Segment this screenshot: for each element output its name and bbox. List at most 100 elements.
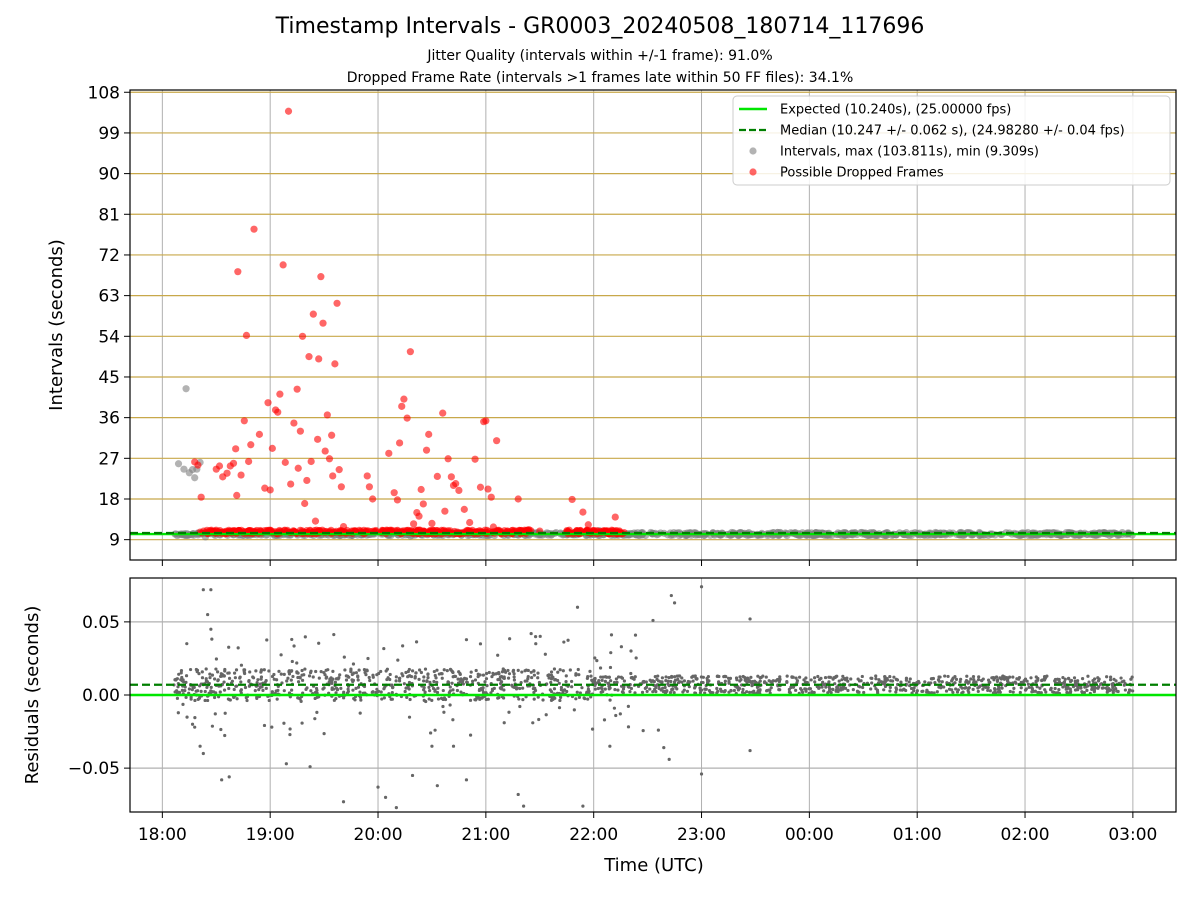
residual-point [976, 686, 980, 690]
residual-point [442, 668, 446, 672]
dropped-point [232, 445, 240, 453]
residual-point [459, 690, 463, 694]
residual-point [1114, 686, 1118, 691]
residual-point [450, 681, 454, 685]
residual-point [1085, 688, 1089, 692]
residual-point [469, 670, 473, 674]
residual-point [532, 673, 536, 677]
dropped-point [333, 299, 341, 307]
residual-point [1038, 686, 1042, 690]
residual-point [1012, 686, 1016, 690]
residual-point [408, 697, 412, 702]
residual-point [967, 686, 971, 690]
residual-point [448, 667, 453, 671]
residual-point [651, 618, 655, 623]
residual-point [633, 675, 637, 679]
dropped-point [476, 483, 485, 491]
residual-point [1130, 675, 1134, 679]
residual-point [285, 679, 289, 683]
residual-point [596, 686, 600, 691]
residual-point [672, 691, 676, 695]
residual-point [389, 697, 393, 701]
residual-point [609, 633, 614, 637]
residual-point [243, 685, 248, 690]
residual-point [1105, 690, 1109, 694]
dropped-point [393, 496, 402, 504]
residual-point [433, 689, 437, 693]
intervals-ytick-label-7: 72 [98, 246, 120, 266]
residual-point [261, 688, 265, 692]
residual-point [368, 678, 372, 683]
dropped-point [274, 408, 282, 416]
dropped-point [433, 472, 441, 480]
residual-point [744, 679, 748, 683]
residual-point [526, 668, 530, 673]
residual-point [669, 679, 673, 684]
residual-point [645, 685, 649, 689]
residual-point [262, 723, 267, 728]
residual-point [331, 687, 336, 691]
residual-point [857, 690, 861, 694]
residual-point [354, 671, 358, 675]
residual-point [691, 679, 695, 683]
residual-point [1034, 675, 1038, 679]
dropped-point [247, 441, 255, 449]
residual-point [660, 680, 664, 684]
residual-point [1030, 690, 1034, 694]
residual-point [574, 697, 578, 701]
residual-point [663, 685, 667, 690]
residual-point [502, 676, 506, 680]
residual-point [427, 697, 431, 701]
residual-point [694, 677, 698, 681]
residual-point [1043, 676, 1047, 680]
residual-point [988, 689, 992, 693]
residual-point [804, 689, 808, 693]
residual-point [548, 688, 552, 692]
residual-point [489, 691, 493, 695]
residual-point [296, 680, 301, 684]
intervals-ytick-label-8: 81 [98, 205, 120, 225]
residual-point [724, 675, 728, 679]
residual-point [827, 689, 832, 693]
residual-point [427, 685, 431, 690]
residual-point [938, 675, 942, 679]
dropped-point [419, 500, 427, 508]
residual-point [1034, 679, 1038, 683]
residual-point [991, 676, 995, 680]
residual-point [204, 677, 208, 681]
residual-point [544, 713, 548, 717]
residual-point [532, 669, 536, 673]
residual-point [216, 679, 220, 683]
dropped-point [303, 476, 311, 485]
residual-point [558, 698, 562, 703]
residual-point [832, 676, 836, 680]
residual-point [426, 672, 430, 676]
residual-point [741, 687, 745, 692]
residual-point [220, 778, 224, 782]
residual-point [203, 689, 207, 694]
residual-point [953, 675, 957, 679]
residual-point [931, 676, 935, 681]
residual-point [933, 680, 937, 685]
residual-point [352, 671, 356, 675]
residual-point [909, 686, 914, 691]
residual-point [785, 674, 789, 678]
dropped-point [319, 319, 327, 327]
residual-point [1054, 681, 1058, 685]
residual-point [553, 678, 557, 682]
residual-point [432, 679, 436, 684]
residual-point [593, 676, 597, 681]
residual-point [213, 677, 217, 681]
residual-point [197, 672, 201, 676]
residual-point [860, 674, 864, 679]
residual-point [232, 687, 236, 692]
residual-point [422, 675, 426, 679]
residual-point [877, 678, 881, 682]
residual-point [315, 710, 319, 714]
dropped-point [328, 431, 336, 439]
residual-point [1045, 674, 1049, 678]
residual-point [407, 674, 411, 678]
residual-point [1092, 689, 1096, 694]
residual-point [1061, 675, 1065, 680]
residual-point [346, 687, 350, 691]
